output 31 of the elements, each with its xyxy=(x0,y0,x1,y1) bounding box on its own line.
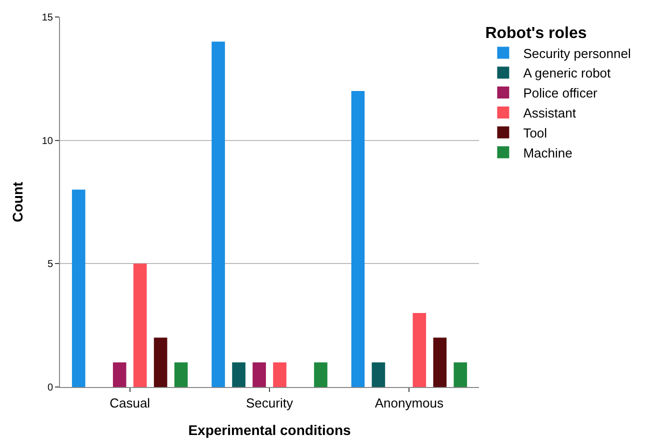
y-tick-label: 15 xyxy=(42,12,54,24)
x-tick-label: Anonymous xyxy=(374,396,444,411)
y-tick-label: 0 xyxy=(47,382,54,394)
bar xyxy=(433,338,447,387)
bar xyxy=(454,362,468,387)
bar xyxy=(273,362,286,387)
y-axis-title: Count xyxy=(9,181,26,222)
bar xyxy=(252,362,266,387)
legend-label: Security personnel xyxy=(523,46,631,61)
y-tick-label: 5 xyxy=(47,259,54,270)
bar xyxy=(112,362,126,387)
bar xyxy=(174,362,188,387)
x-tick-label: Casual xyxy=(110,396,150,411)
bar xyxy=(372,362,386,387)
legend-label: Machine xyxy=(523,145,572,160)
x-axis-title: Experimental conditions xyxy=(188,422,352,438)
legend-label: A generic robot xyxy=(523,66,612,81)
bar xyxy=(212,42,225,387)
x-tick-label: Security xyxy=(246,396,294,411)
legend-title: Robot's roles xyxy=(485,24,587,42)
bar xyxy=(314,362,328,387)
legend-label: Assistant xyxy=(523,106,576,121)
legend-label: Tool xyxy=(523,125,548,140)
y-tick-label: 10 xyxy=(42,136,54,147)
bar xyxy=(154,338,168,387)
legend-label: Police officer xyxy=(523,86,598,101)
bar xyxy=(412,313,426,387)
bar xyxy=(72,190,86,387)
bar xyxy=(133,264,147,387)
bar xyxy=(232,362,246,387)
bar xyxy=(351,91,365,387)
